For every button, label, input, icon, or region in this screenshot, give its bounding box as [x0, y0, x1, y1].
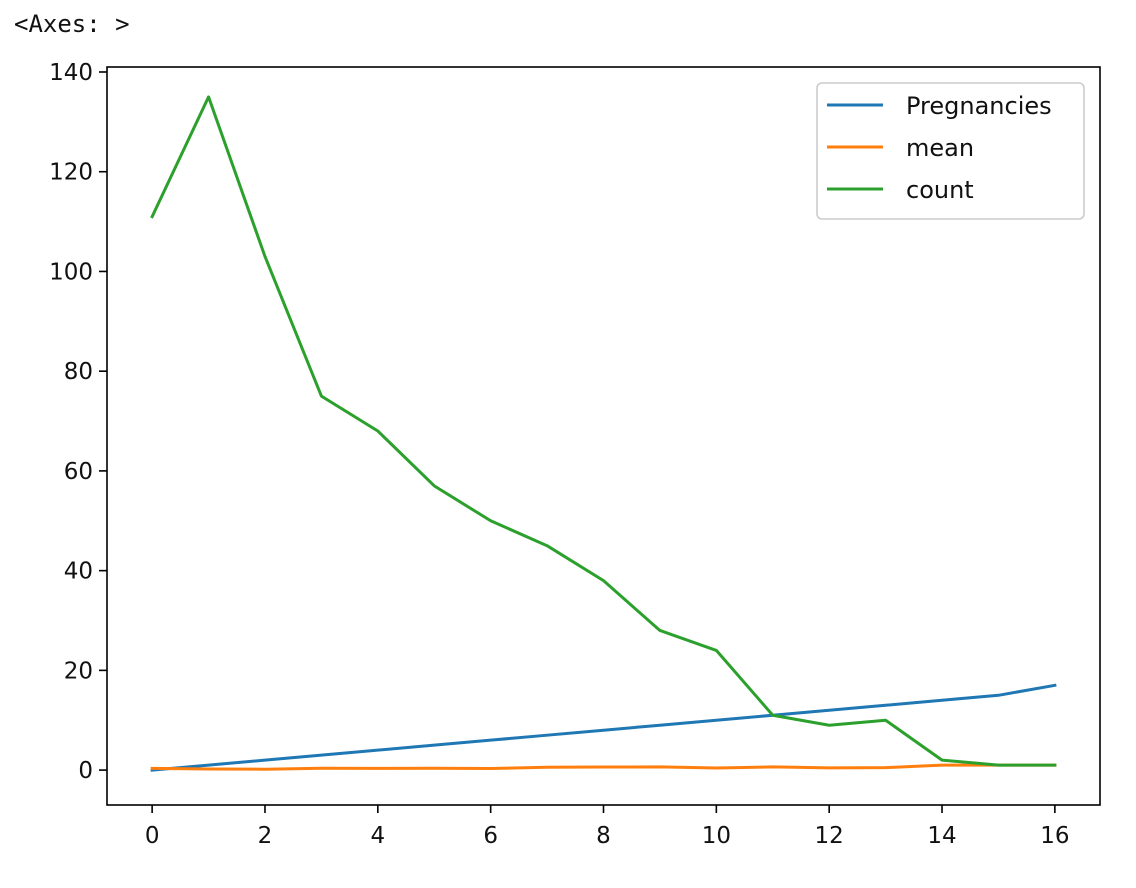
x-tick-label: 0 — [145, 823, 160, 849]
output-repr-text: <Axes: > — [14, 10, 130, 38]
x-tick-label: 6 — [483, 823, 498, 849]
legend-box — [816, 82, 1085, 220]
axes: 0 2 4 6 8 10 12 14 16 0 20 40 60 80 100 120 140 — [49, 60, 1101, 849]
series-line-pregnancies — [150, 683, 1057, 772]
x-tick-label: 14 — [927, 823, 956, 849]
x-tick-label: 16 — [1040, 823, 1069, 849]
y-tick-label: 80 — [64, 359, 93, 385]
x-tick-label: 8 — [596, 823, 611, 849]
series-line-mean — [150, 763, 1057, 771]
legend-label: count — [906, 176, 974, 204]
legend: Pregnancies mean count — [816, 82, 1085, 220]
x-tick-label: 12 — [815, 823, 844, 849]
y-tick-label: 60 — [64, 459, 93, 485]
x-tick-label: 4 — [370, 823, 385, 849]
y-tick-label: 140 — [49, 60, 93, 86]
x-tick-label: 2 — [258, 823, 273, 849]
y-tick-label: 20 — [64, 658, 93, 684]
legend-label: mean — [906, 134, 974, 162]
series-line-count — [150, 95, 1057, 767]
y-tick-label: 120 — [49, 160, 93, 186]
plot-area — [150, 95, 1057, 772]
legend-label: Pregnancies — [906, 92, 1052, 120]
y-tick-label: 40 — [64, 559, 93, 585]
y-tick-label: 100 — [49, 259, 93, 285]
y-tick-label: 0 — [78, 758, 93, 784]
x-tick-label: 10 — [702, 823, 731, 849]
